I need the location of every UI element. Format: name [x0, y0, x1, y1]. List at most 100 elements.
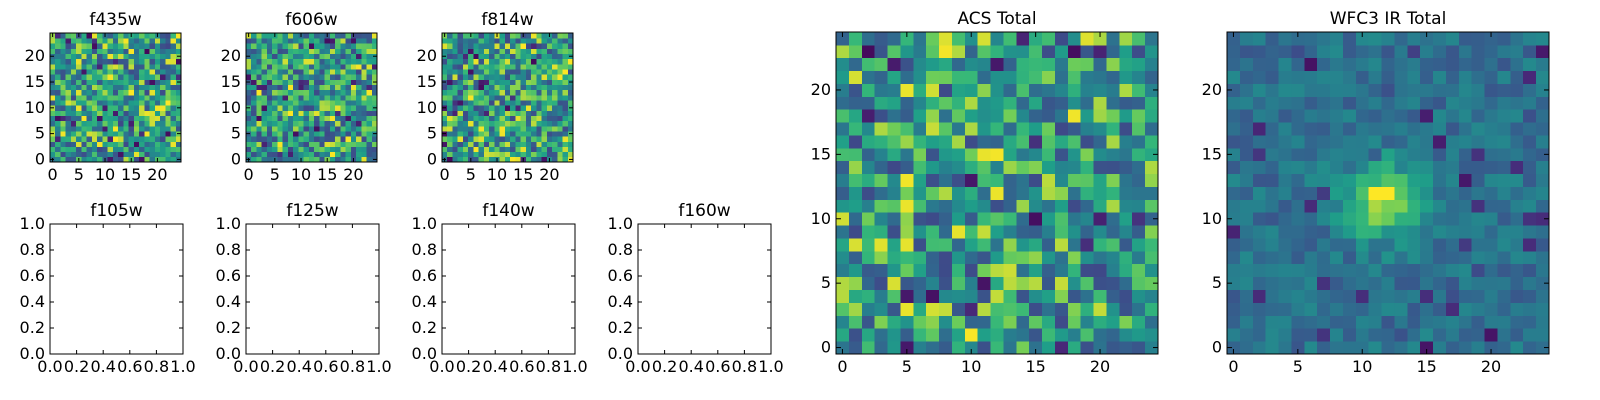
- heatmap-cell: [1054, 173, 1069, 187]
- heatmap-cell: [1368, 341, 1382, 355]
- heatmap-cell: [1291, 238, 1305, 252]
- heatmap-cell: [251, 74, 257, 80]
- heatmap-cell: [926, 289, 940, 303]
- heatmap-cell: [361, 94, 367, 101]
- heatmap-cell: [287, 48, 294, 55]
- heatmap-cell: [900, 32, 914, 46]
- heatmap-cell: [494, 43, 501, 49]
- heatmap-cell: [504, 84, 511, 91]
- heatmap-cell: [1471, 32, 1485, 46]
- heatmap-cell: [287, 131, 294, 137]
- heatmap-cell: [1497, 341, 1511, 355]
- heatmap-cell: [149, 94, 156, 101]
- heatmap-cell: [525, 115, 532, 122]
- heatmap-cell: [478, 151, 485, 158]
- heatmap-cell: [462, 79, 469, 85]
- heatmap-cell: [1355, 70, 1370, 84]
- heatmap-cell: [277, 115, 284, 122]
- heatmap-cell: [1330, 44, 1344, 59]
- heatmap-cell: [293, 69, 299, 75]
- heatmap-cell: [345, 84, 352, 91]
- heatmap-cell: [990, 289, 1004, 303]
- heatmap-cell: [1003, 225, 1017, 239]
- heatmap-cell: [1523, 212, 1537, 226]
- heatmap-cell: [1510, 328, 1524, 342]
- heatmap-cell: [1252, 135, 1267, 149]
- heatmap-cell: [473, 146, 480, 153]
- heatmap-cell: [552, 58, 558, 65]
- heatmap-cell: [350, 74, 357, 80]
- heatmap-cell: [282, 110, 289, 116]
- heatmap-cell: [1497, 96, 1511, 110]
- heatmap-cell: [1291, 83, 1305, 97]
- heatmap-cell: [149, 69, 156, 75]
- heatmap-cell: [319, 110, 325, 116]
- heatmap-cell: [251, 105, 257, 111]
- heatmap-cell: [340, 74, 346, 80]
- heatmap-cell: [1420, 57, 1434, 72]
- heatmap-cell: [1394, 83, 1408, 97]
- heatmap-cell: [123, 136, 129, 142]
- heatmap-cell: [1523, 186, 1537, 200]
- heatmap-cell: [977, 44, 991, 59]
- heatmap-cell: [1510, 147, 1524, 162]
- heatmap-cell: [1029, 32, 1043, 46]
- heatmap-cell: [499, 151, 506, 158]
- heatmap-cell: [874, 328, 888, 342]
- heatmap-cell: [76, 100, 82, 106]
- heatmap-cell: [1355, 199, 1370, 213]
- heatmap-cell: [55, 156, 61, 163]
- heatmap-cell: [1394, 173, 1408, 187]
- heatmap-cell: [345, 100, 352, 106]
- heatmap-cell: [293, 43, 299, 49]
- heatmap-cell: [246, 74, 252, 80]
- heatmap-cell: [345, 94, 352, 101]
- heatmap-cell: [874, 160, 888, 175]
- heatmap-cell: [102, 146, 109, 153]
- heatmap-cell: [515, 156, 521, 163]
- heatmap-cell: [1265, 199, 1279, 213]
- heatmap-cell: [91, 120, 98, 127]
- heatmap-cell: [1239, 70, 1254, 84]
- heatmap-cell: [175, 115, 182, 122]
- heatmap-cell: [478, 53, 485, 60]
- heatmap-cell: [499, 53, 506, 60]
- heatmap-cell: [371, 141, 378, 147]
- heatmap-cell: [102, 125, 109, 132]
- y-tick-label: 5: [35, 124, 45, 143]
- heatmap-cell: [1042, 263, 1056, 278]
- heatmap-cell: [282, 120, 289, 127]
- heatmap-cell: [277, 58, 284, 65]
- heatmap-cell: [282, 131, 289, 137]
- heatmap-cell: [1497, 70, 1511, 84]
- heatmap-cell: [277, 48, 284, 55]
- heatmap-cell: [86, 141, 93, 147]
- heatmap-cell: [964, 32, 979, 46]
- heatmap-cell: [494, 79, 501, 85]
- heatmap-cell: [261, 141, 268, 147]
- heatmap-cell: [552, 146, 558, 153]
- heatmap-cell: [112, 43, 119, 49]
- heatmap-cell: [308, 84, 315, 91]
- heatmap-cell: [442, 63, 448, 70]
- heatmap-cell: [139, 110, 145, 116]
- heatmap-cell: [356, 43, 362, 49]
- heatmap-cell: [91, 38, 98, 44]
- heatmap-cell: [525, 89, 532, 96]
- heatmap-cell: [1368, 122, 1382, 136]
- heatmap-cell: [1067, 109, 1082, 123]
- heatmap-cell: [277, 110, 284, 116]
- heatmap-cell: [913, 302, 927, 316]
- heatmap-cell: [494, 74, 501, 80]
- heatmap-cell: [848, 199, 863, 213]
- heatmap-cell: [552, 53, 558, 60]
- heatmap-cell: [1355, 186, 1370, 200]
- heatmap-cell: [97, 120, 103, 127]
- heatmap-cell: [887, 341, 901, 355]
- heatmap-cell: [1484, 135, 1498, 149]
- heatmap-cell: [329, 89, 336, 96]
- heatmap-cell: [1471, 135, 1485, 149]
- heatmap-cell: [160, 125, 166, 132]
- heatmap-cell: [371, 125, 378, 132]
- heatmap-cell: [319, 43, 325, 49]
